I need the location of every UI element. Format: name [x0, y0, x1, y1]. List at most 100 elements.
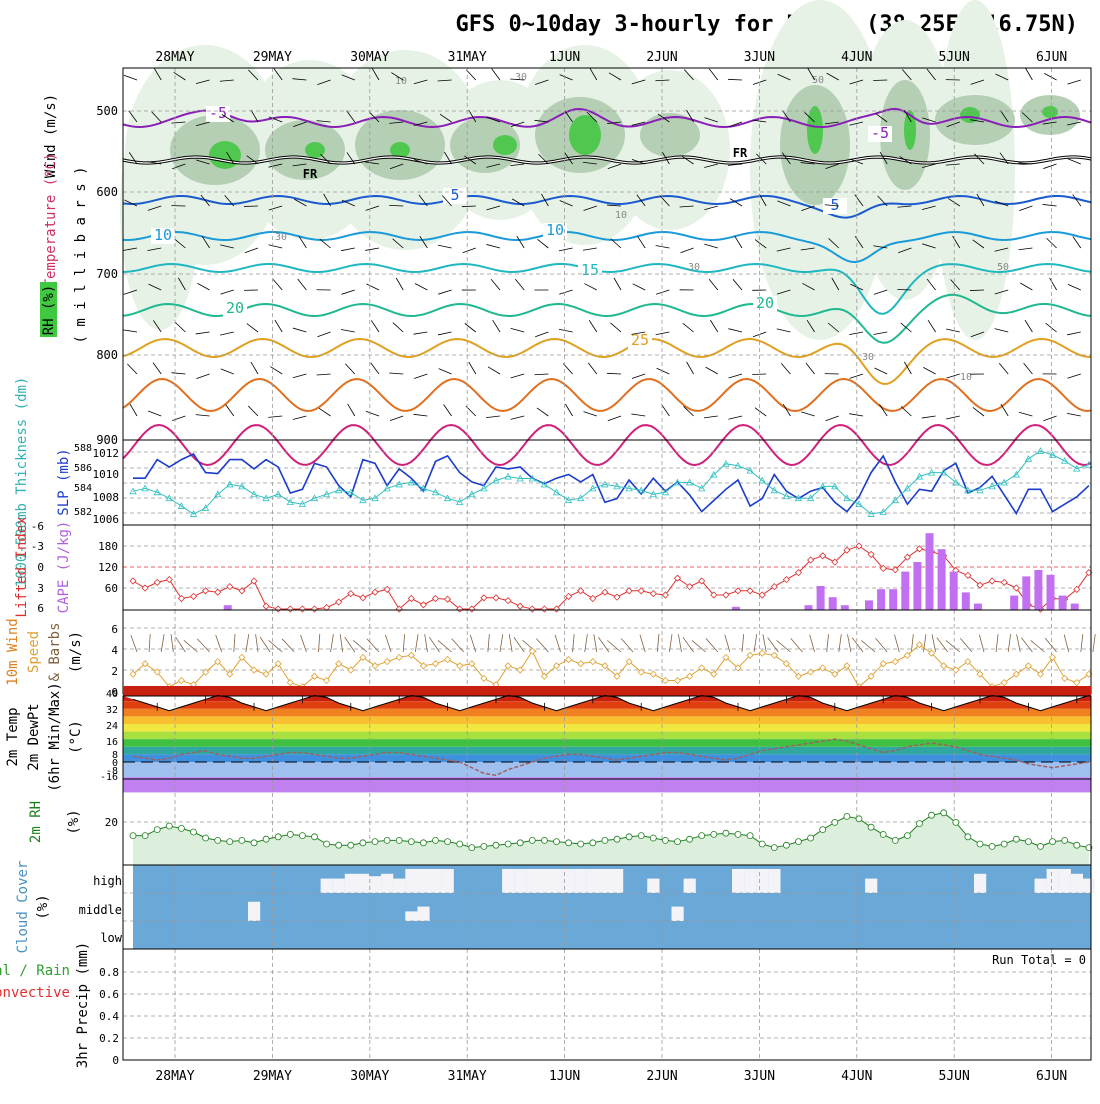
thickness-tick: 582	[74, 507, 92, 518]
cloud-high-block	[502, 869, 514, 893]
temp-color-band	[123, 716, 1091, 724]
rh2m-point	[263, 836, 269, 842]
cloud-high-block	[756, 869, 768, 893]
rh2m-point	[517, 840, 523, 846]
cape-bar	[805, 605, 813, 610]
rh2m-point	[372, 839, 378, 845]
rh2m-point	[820, 827, 826, 833]
rh2m-point	[735, 831, 741, 837]
rh2m-point	[626, 834, 632, 840]
rh2m-point	[675, 839, 681, 845]
date-label-top: 1JUN	[549, 50, 580, 65]
rh2m-point	[445, 839, 451, 845]
date-label-bottom: 1JUN	[549, 1069, 580, 1084]
slp-tick: 1012	[93, 447, 120, 460]
rh-contour-label: 30	[275, 232, 287, 243]
date-label-bottom: 4JUN	[841, 1069, 872, 1084]
rh2m-point	[723, 830, 729, 836]
cloud-high-block	[345, 874, 357, 893]
cloud-high-block	[865, 879, 877, 893]
li-tick: 6	[37, 602, 44, 615]
contour-label: 15	[581, 261, 599, 279]
cloud-high-block	[381, 874, 393, 893]
pressure-tick: 700	[96, 267, 118, 281]
cloud-high-block	[526, 869, 538, 893]
cape-bar	[1010, 596, 1018, 610]
cloud-panel	[123, 865, 1095, 949]
cape-bar	[1022, 576, 1030, 610]
rh2m-point	[1001, 841, 1007, 847]
contour-label: 5	[450, 186, 459, 204]
rh2m-point	[747, 833, 753, 839]
rh2m-point	[493, 842, 499, 848]
rh2m-point	[856, 816, 862, 822]
wind10m-axis-title: 10m Wind	[5, 618, 21, 685]
rh2m-point	[602, 837, 608, 843]
minmax-axis-title: (6hr Min/Max)	[47, 682, 63, 792]
rh2m-point	[808, 835, 814, 841]
temp-unit: (°C)	[68, 720, 84, 754]
rh2m-point	[215, 837, 221, 843]
rh2m-point	[1025, 839, 1031, 845]
pressure-tick: 800	[96, 348, 118, 362]
date-label-bottom: 30MAY	[350, 1069, 389, 1084]
rh-contour-label: 50	[997, 262, 1009, 273]
cape-tick: 60	[105, 582, 118, 595]
cape-bar	[889, 589, 897, 610]
cape-bar	[224, 605, 232, 610]
rh2m-point	[457, 841, 463, 847]
rh2m-point	[469, 845, 475, 851]
date-label-bottom: 29MAY	[253, 1069, 292, 1084]
rh2m-point	[759, 841, 765, 847]
rh2m-point	[191, 829, 197, 835]
precip-tick: 0.2	[99, 1032, 119, 1045]
date-label-bottom: 3JUN	[744, 1069, 775, 1084]
cloud-high-block	[538, 869, 550, 893]
rh2m-point	[384, 837, 390, 843]
cloud-unit: (%)	[35, 894, 51, 919]
rh2m-point	[299, 833, 305, 839]
date-label-bottom: 31MAY	[448, 1069, 487, 1084]
temp-color-band	[123, 754, 1091, 762]
rh2m-point	[989, 843, 995, 849]
cloud-high-block	[333, 879, 345, 893]
rh2m-point	[251, 840, 257, 846]
rh2m-point	[312, 834, 318, 840]
cape-bar	[1034, 570, 1042, 610]
rh2m-point	[1074, 842, 1080, 848]
rh2m-point	[929, 812, 935, 818]
freezing-label: FR	[303, 167, 318, 181]
pressure-tick: 500	[96, 104, 118, 118]
rh2m-point	[239, 837, 245, 843]
cloud-mid-block	[248, 902, 260, 921]
date-label-top: 3JUN	[744, 50, 775, 65]
rh2m-point	[868, 824, 874, 830]
cape-bar	[913, 562, 921, 610]
cloud-high-block	[647, 879, 659, 893]
rh2m-point	[977, 841, 983, 847]
slp-tick: 1006	[93, 513, 120, 526]
cape-bar	[1047, 575, 1055, 610]
temp-color-band	[123, 762, 1091, 777]
rh2m-point	[783, 842, 789, 848]
rh-contour-label: 30	[515, 72, 527, 83]
li-axis-title: Lifted Index	[14, 516, 30, 617]
rh2m-point	[796, 839, 802, 845]
cloud-high-block	[1083, 879, 1095, 893]
cloud-mid-block	[417, 907, 429, 921]
cape-bar	[877, 589, 885, 610]
temp-axis-title: Temperature (°C)	[43, 153, 59, 288]
rh2m-point	[965, 834, 971, 840]
cape-tick: 120	[98, 561, 118, 574]
convective-label: Convective	[0, 985, 70, 1001]
rh2m-point	[420, 840, 426, 846]
rh-contour-label: 10	[960, 372, 972, 383]
cape-bar	[950, 572, 958, 610]
cape-bar	[974, 604, 982, 610]
cloud-high-block	[1047, 869, 1059, 893]
rh2m-point	[324, 841, 330, 847]
freezing-label: FR	[733, 146, 748, 160]
